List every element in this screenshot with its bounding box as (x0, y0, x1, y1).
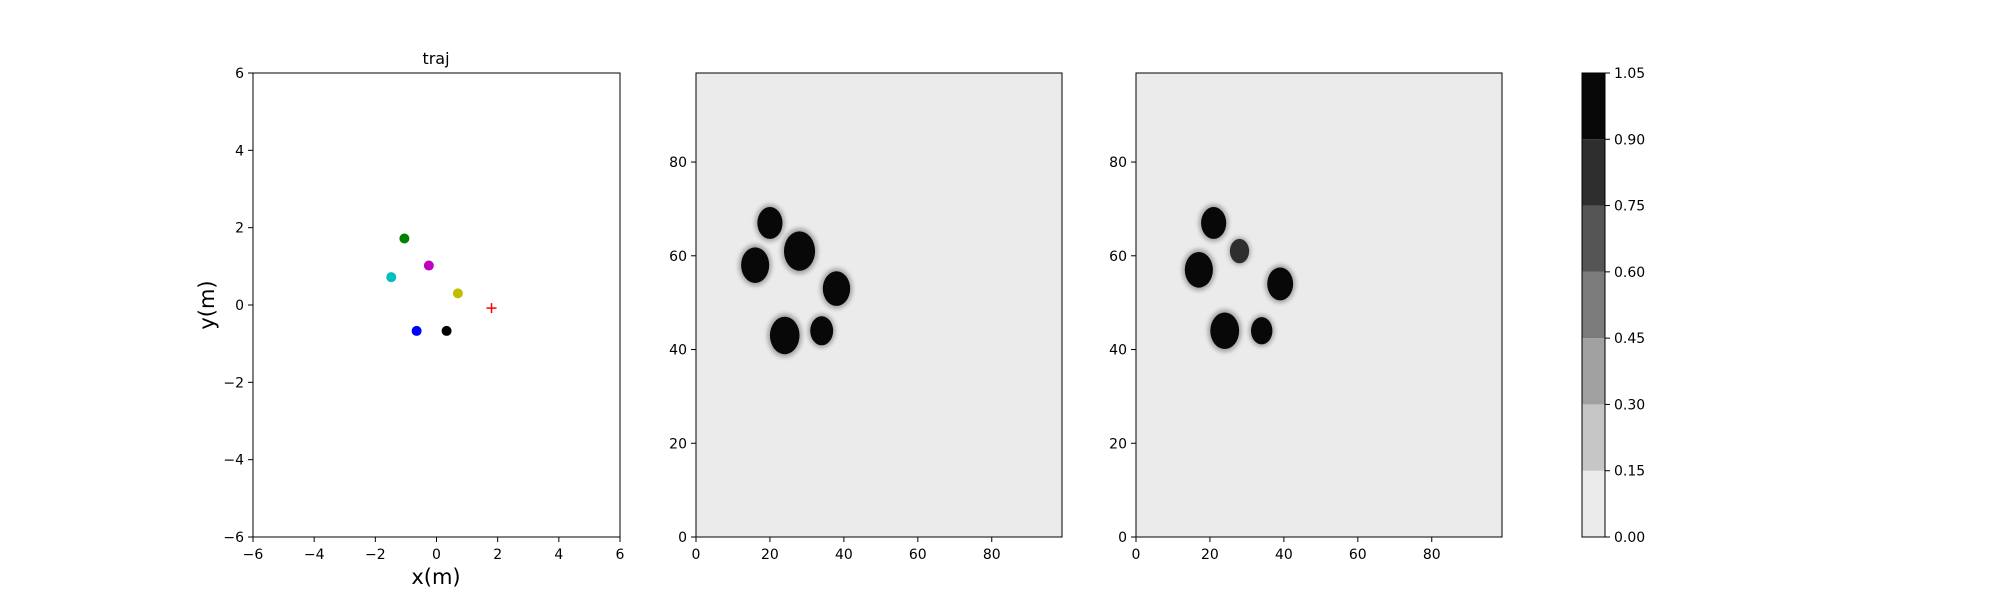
heatmap-1-blob (741, 247, 770, 283)
heatmap-2-y-tick-label: 60 (1109, 249, 1127, 265)
heatmap-1-y-tick-label: 0 (678, 530, 687, 546)
heatmap-1-y-tick-label: 40 (669, 343, 687, 359)
heatmap-1-blob (822, 271, 851, 306)
heatmap-2-x-tick-label: 40 (1275, 547, 1293, 563)
colorbar-tick-label: 0.90 (1614, 132, 1645, 148)
trajectory-x-tick-label: 0 (432, 547, 441, 563)
trajectory-panel: −6 −4 −2 0 2 4 6 −6 −4 −2 0 2 4 6 traj x(m) y(m) (195, 49, 625, 589)
heatmap-1-blob (783, 231, 816, 271)
trajectory-y-tick-label: −4 (223, 453, 244, 469)
agent-point (441, 325, 452, 336)
trajectory-y-tick-label: 2 (235, 221, 244, 237)
agent-point (423, 260, 434, 271)
colorbar-band (1582, 338, 1605, 405)
colorbar-band (1582, 139, 1605, 206)
colorbar-tick-label: 0.30 (1614, 397, 1645, 413)
trajectory-x-tick-label: 4 (554, 547, 563, 563)
heatmap-1-x-tick-label: 40 (835, 547, 853, 563)
heatmap-2-y-tick-label: 40 (1109, 343, 1127, 359)
heatmap-2-blob (1229, 238, 1250, 264)
agent-point (386, 272, 397, 283)
agent-point (411, 325, 422, 336)
heatmap-panel-1: 0 20 40 60 80 0 20 40 60 80 (669, 72, 1063, 563)
colorbar-band (1582, 271, 1605, 339)
heatmap-1-background (696, 73, 1062, 537)
colorbar-band (1582, 205, 1605, 272)
heatmap-1-y-ticks: 0 20 40 60 80 (669, 155, 696, 546)
colorbar-tick-label: 0.60 (1614, 265, 1645, 281)
heatmap-2-x-tick-label: 80 (1423, 547, 1441, 563)
heatmap-1-x-tick-label: 80 (983, 547, 1001, 563)
heatmap-1-frame (695, 72, 1063, 538)
trajectory-x-tick-label: −6 (243, 547, 264, 563)
heatmap-panel-2: 0 20 40 60 80 0 20 40 60 80 (1109, 72, 1503, 563)
heatmap-2-frame (1135, 72, 1503, 538)
agent-point (399, 233, 410, 244)
trajectory-x-tick-label: −2 (365, 547, 386, 563)
heatmap-2-blob (1201, 207, 1227, 239)
heatmap-2-y-tick-label: 0 (1118, 530, 1127, 546)
trajectory-y-tick-label: 4 (235, 143, 244, 159)
colorbar-tick-label: 0.00 (1614, 530, 1645, 546)
heatmap-2-blobs (1182, 204, 1296, 352)
colorbar: 0.00 0.15 0.30 0.45 0.60 0.75 0.90 1.05 (1581, 66, 1645, 546)
colorbar-tick-label: 0.45 (1614, 331, 1645, 347)
heatmap-2-x-tick-label: 0 (1132, 547, 1141, 563)
heatmap-2-y-ticks: 0 20 40 60 80 (1109, 155, 1136, 546)
heatmap-1-x-tick-label: 60 (909, 547, 927, 563)
trajectory-y-ticks: −6 −4 −2 0 2 4 6 (223, 66, 253, 546)
heatmap-2-background (1136, 73, 1502, 537)
trajectory-y-tick-label: −6 (223, 530, 244, 546)
trajectory-y-tick-label: 0 (235, 298, 244, 314)
trajectory-points (386, 233, 497, 336)
heatmap-2-x-tick-label: 20 (1201, 547, 1219, 563)
colorbar-ticks: 0.00 0.15 0.30 0.45 0.60 0.75 0.90 1.05 (1605, 66, 1645, 546)
heatmap-1-x-tick-label: 0 (692, 547, 701, 563)
heatmap-1-blob (769, 316, 800, 355)
trajectory-x-ticks: −6 −4 −2 0 2 4 6 (243, 537, 625, 563)
colorbar-band (1582, 73, 1605, 140)
heatmap-2-blob (1210, 312, 1240, 350)
trajectory-y-tick-label: −2 (223, 375, 244, 391)
heatmap-1-blobs (738, 204, 853, 358)
trajectory-x-tick-label: 6 (616, 547, 625, 563)
trajectory-y-label: y(m) (195, 280, 219, 329)
trajectory-x-tick-label: 2 (493, 547, 502, 563)
trajectory-x-label: x(m) (411, 565, 460, 589)
trajectory-x-tick-label: −4 (304, 547, 325, 563)
heatmap-2-x-ticks: 0 20 40 60 80 (1132, 537, 1441, 563)
heatmap-1-x-tick-label: 20 (761, 547, 779, 563)
heatmap-1-y-tick-label: 20 (669, 436, 687, 452)
heatmap-1-y-tick-label: 60 (669, 249, 687, 265)
heatmap-2-blob (1184, 252, 1213, 288)
heatmap-2-x-tick-label: 60 (1349, 547, 1367, 563)
heatmap-1-blob (757, 207, 783, 239)
heatmap-1-blob (810, 316, 834, 346)
colorbar-tick-label: 0.75 (1614, 199, 1645, 215)
heatmap-2-y-tick-label: 20 (1109, 436, 1127, 452)
heatmap-1-y-tick-label: 80 (669, 155, 687, 171)
colorbar-band (1582, 404, 1605, 471)
colorbar-tick-label: 0.15 (1614, 464, 1645, 480)
trajectory-y-tick-label: 6 (235, 66, 244, 82)
trajectory-plot-area (253, 73, 620, 537)
heatmap-1-x-ticks: 0 20 40 60 80 (692, 537, 1001, 563)
colorbar-frame (1581, 72, 1606, 538)
trajectory-title: traj (422, 49, 449, 68)
heatmap-2-y-tick-label: 80 (1109, 155, 1127, 171)
colorbar-bands (1582, 73, 1605, 537)
agent-point (452, 288, 463, 299)
heatmap-2-blob (1250, 317, 1273, 345)
colorbar-band (1582, 470, 1605, 537)
heatmap-2-blob (1267, 267, 1294, 301)
colorbar-tick-label: 1.05 (1614, 66, 1645, 82)
